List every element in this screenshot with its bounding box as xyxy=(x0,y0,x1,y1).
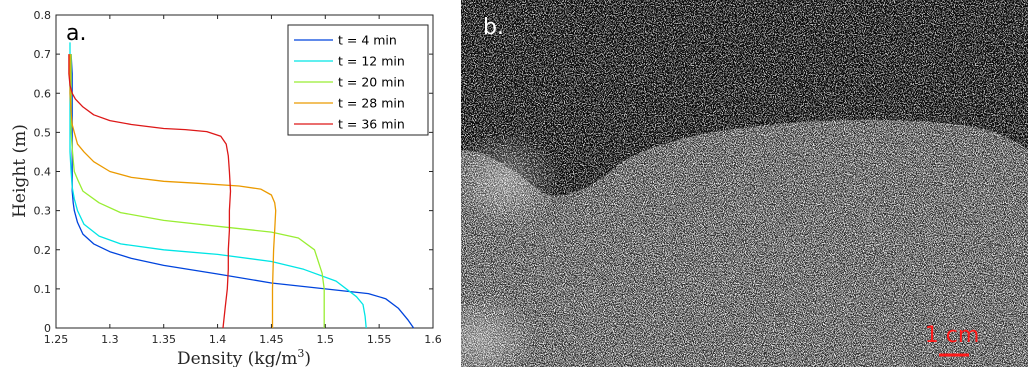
x-axis-title-superscript: 3 xyxy=(297,347,304,360)
series-line-t-4-min xyxy=(70,54,415,329)
x-tick-label: 1.35 xyxy=(151,333,176,346)
x-axis-title-text: Density (kg/m xyxy=(177,349,297,367)
panel-b-label: b. xyxy=(483,15,504,40)
legend-box xyxy=(287,24,429,136)
tick-layer: 1.25 1.3 1.35 1.4 1.45 1.5 1.55 1.6 0 0.1 0.2 0.3 0.… xyxy=(34,9,442,346)
x-axis-title-close: ) xyxy=(304,349,311,367)
y-tick-label: 0.6 xyxy=(34,87,52,100)
y-tick-label: 0.1 xyxy=(34,283,52,296)
y-tick-label: 0.8 xyxy=(34,9,52,22)
x-tick-label: 1.5 xyxy=(317,333,335,346)
scale-bar-label: 1 cm xyxy=(925,323,980,348)
series-line-t-28-min xyxy=(69,54,277,328)
photo-texture xyxy=(461,0,1028,367)
x-tick-label: 1.3 xyxy=(101,333,119,346)
series-line-t-36-min xyxy=(68,54,232,329)
piv-photo: b. 1 cm xyxy=(461,0,1028,367)
x-tick-label: 1.4 xyxy=(209,333,227,346)
y-tick-label: 0.2 xyxy=(34,244,52,257)
y-tick-label: 0.7 xyxy=(34,48,52,61)
y-tick-label: 0.4 xyxy=(34,166,52,179)
series-line-t-12-min xyxy=(69,42,367,329)
x-tick-label: 1.6 xyxy=(424,333,442,346)
x-axis-title: Density (kg/m3) xyxy=(177,347,311,367)
x-tick-label: 1.45 xyxy=(259,333,284,346)
x-tick-label: 1.25 xyxy=(44,333,69,346)
upper-vortex xyxy=(461,130,560,230)
series-line-t-20-min xyxy=(70,54,325,328)
chart-legend: t = 4 min t = 12 min t = 20 min t = 28 min t… xyxy=(287,24,429,136)
legend-label: t = 36 min xyxy=(338,117,405,132)
legend-label: t = 20 min xyxy=(338,75,405,90)
legend-label: t = 12 min xyxy=(338,54,405,69)
y-tick-label: 0.5 xyxy=(34,126,52,139)
lower-vortex xyxy=(461,295,540,367)
series-layer xyxy=(68,42,415,329)
panel-a-label: a. xyxy=(66,21,86,46)
legend-label: t = 4 min xyxy=(338,33,397,48)
y-tick-label: 0 xyxy=(44,322,51,335)
x-tick-label: 1.55 xyxy=(367,333,392,346)
dense-current-region xyxy=(461,119,1028,367)
legend-items: t = 4 min t = 12 min t = 20 min t = 28 min t… xyxy=(294,33,405,132)
y-axis-title: Height (m) xyxy=(10,124,30,218)
legend-label: t = 28 min xyxy=(338,96,405,111)
density-profile-chart: 1.25 1.3 1.35 1.4 1.45 1.5 1.55 1.6 0 0.1 0.2 0.3 0.… xyxy=(10,9,442,367)
y-tick-label: 0.3 xyxy=(34,205,52,218)
